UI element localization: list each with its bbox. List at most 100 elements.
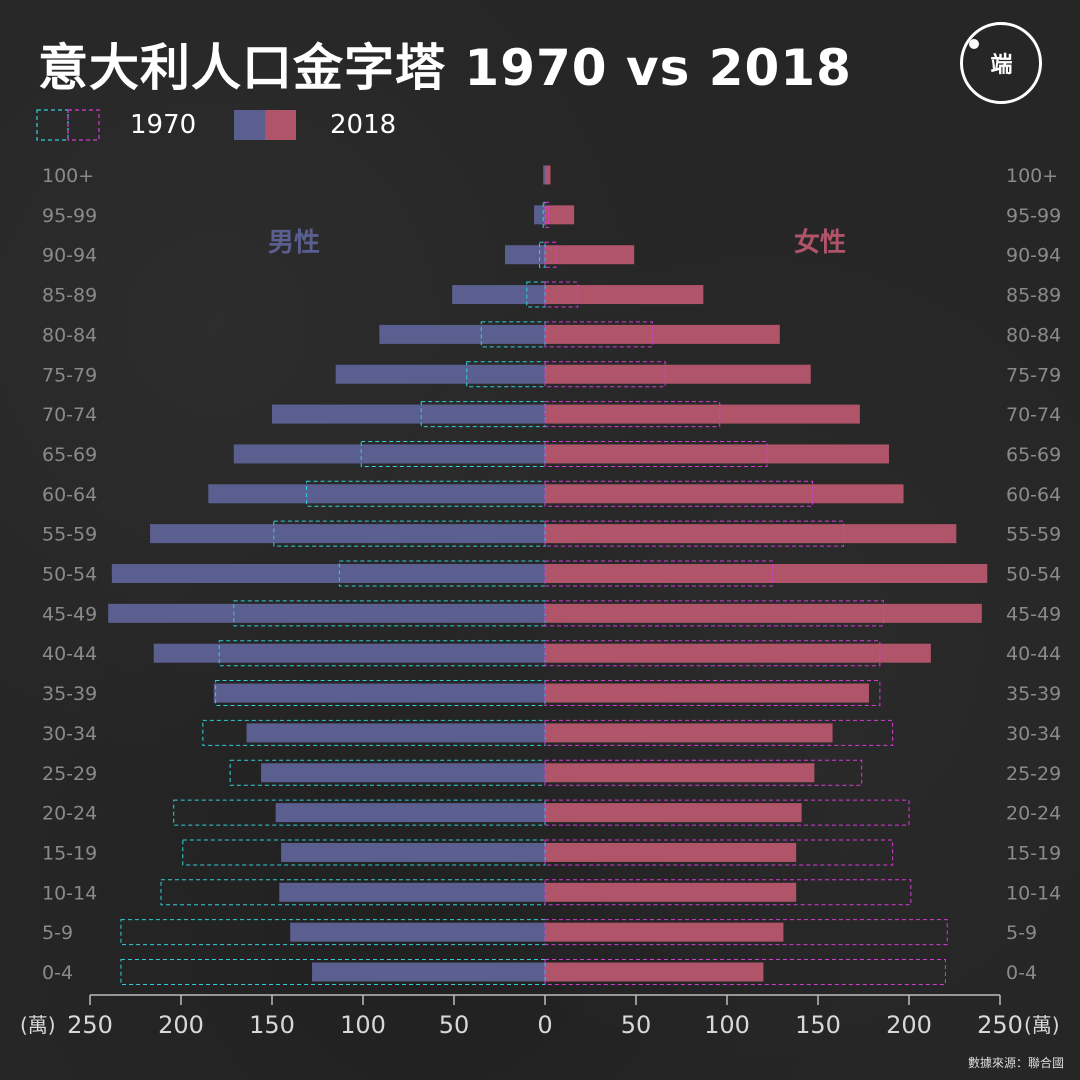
bar-male-1970 [273,520,546,547]
bar-male-1970 [480,321,546,348]
bar-female-1970 [544,361,666,388]
age-label-right: 5-9 [1006,922,1037,944]
bar-female-1970 [544,640,881,667]
x-tick-label: 200 [886,1011,932,1039]
x-tick-label: 0 [537,1011,552,1039]
age-label-right: 60-64 [1006,484,1061,506]
age-label-right: 40-44 [1006,643,1061,665]
legend-swatch-1970-male [36,109,69,141]
bar-male-2018 [335,364,545,384]
age-label-left: 45-49 [42,603,97,625]
bar-male-2018 [261,763,545,783]
age-label-right: 10-14 [1006,882,1061,904]
chart-title: 意大利人口金字塔 1970 vs 2018 [38,39,852,97]
bar-female-2018 [545,524,957,544]
x-tick-label: 50 [621,1011,652,1039]
bar-female-2018 [545,245,635,265]
age-label-left: 25-29 [42,763,97,785]
bar-male-1970 [526,281,546,308]
bar-female-1970 [544,799,910,826]
age-label-right: 100+ [1006,165,1058,187]
bar-female-1970 [544,839,894,866]
age-label-left: 90-94 [42,245,97,267]
bar-female-2018 [545,882,797,902]
x-tick-label: 100 [704,1011,750,1039]
age-label-left: 85-89 [42,285,97,307]
x-tick-label: 200 [158,1011,204,1039]
bar-male-1970 [360,440,546,467]
bar-female-2018 [545,285,704,305]
age-label-left: 40-44 [42,643,97,665]
age-label-left: 65-69 [42,444,97,466]
bar-male-2018 [272,404,545,424]
age-label-left: 30-34 [42,723,97,745]
age-label-right: 15-19 [1006,842,1061,864]
bar-male-2018 [279,882,545,902]
x-tick-label: 250 [67,1011,113,1039]
age-label-left: 20-24 [42,803,97,825]
bar-male-2018 [504,245,545,265]
bar-female-1970 [544,201,550,228]
x-tick-label: 250 [977,1011,1023,1039]
bar-male-2018 [111,564,545,583]
age-label-left: 5-9 [42,922,73,944]
bar-female-2018 [545,683,869,703]
bar-female-1970 [544,480,814,507]
age-label-right: 35-39 [1006,683,1061,705]
x-tick-label: 50 [439,1011,470,1039]
bar-female-2018 [545,803,802,823]
bar-female-1970 [544,241,557,268]
bar-female-1970 [544,281,579,308]
age-label-right: 65-69 [1006,444,1061,466]
logo: 端 [960,22,1042,104]
bar-male-2018 [233,444,545,464]
x-tick-label: 150 [795,1011,841,1039]
age-label-left: 0-4 [42,962,73,984]
bar-female-1970 [544,959,946,985]
age-label-right: 25-29 [1006,763,1061,785]
bar-male-2018 [281,842,545,862]
age-label-right: 70-74 [1006,404,1061,426]
age-label-left: 80-84 [42,324,97,346]
logo-text: 端 [990,53,1012,78]
age-label-left: 50-54 [42,564,97,586]
bar-female-2018 [545,205,575,225]
bar-female-1970 [544,719,894,746]
age-label-right: 90-94 [1006,245,1061,267]
age-label-left: 15-19 [42,842,97,864]
bar-female-2018 [545,564,988,583]
legend-swatch-2018-male [234,110,265,140]
bar-male-2018 [246,723,545,743]
bar-male-2018 [312,962,545,982]
bar-female-2018 [545,444,889,464]
bar-female-2018 [545,165,551,185]
legend-swatch-2018-female [265,110,296,140]
age-label-left: 60-64 [42,484,97,506]
age-label-right: 0-4 [1006,962,1037,984]
male-label: 男性 [268,228,321,258]
bar-female-2018 [545,962,764,982]
bar-male-1970 [306,480,546,507]
age-label-left: 55-59 [42,524,97,546]
bar-female-1970 [544,759,863,786]
bar-male-1970 [229,759,546,786]
age-label-right: 75-79 [1006,364,1061,386]
bar-male-1970 [182,839,546,866]
age-label-right: 80-84 [1006,324,1061,346]
age-label-left: 70-74 [42,404,97,426]
bar-female-1970 [544,321,653,348]
bar-female-1970 [544,600,885,627]
age-label-left: 35-39 [42,683,97,705]
bar-female-2018 [545,404,860,424]
female-label: 女性 [794,228,847,258]
bar-male-2018 [208,484,546,504]
bar-female-1970 [544,879,912,906]
bar-male-2018 [150,524,545,544]
bar-female-2018 [545,643,931,663]
bar-male-2018 [379,324,545,344]
legend-swatch-1970-female [67,109,100,141]
age-label-left: 95-99 [42,205,97,227]
x-tick-label: 100 [340,1011,386,1039]
source-note: 數據來源：聯合國 [967,1056,1064,1070]
